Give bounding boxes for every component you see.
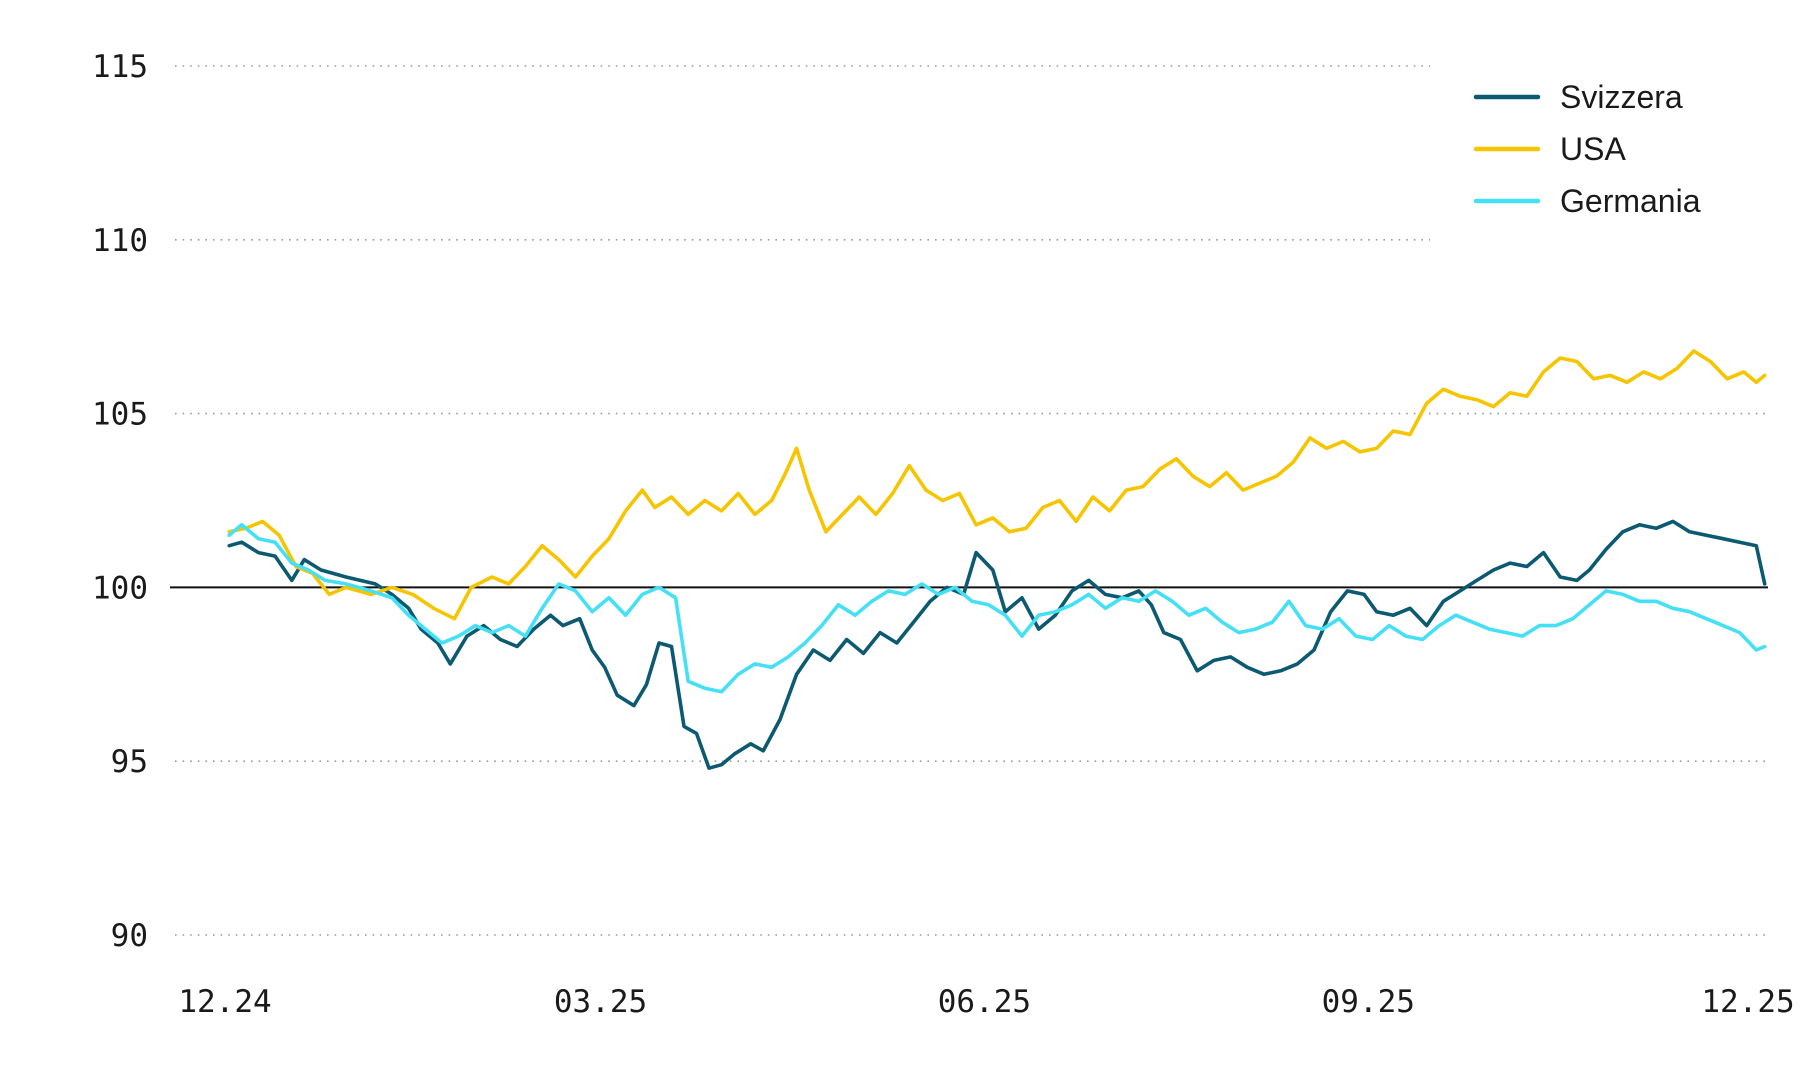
y-tick-label: 90 <box>111 918 148 954</box>
legend-label: USA <box>1560 131 1626 167</box>
x-axis-tick-labels: 12.24 03.25 06.25 09.25 12.25 <box>178 984 1794 1020</box>
grid-lines <box>175 65 1768 936</box>
legend: Svizzera USA Germania <box>1473 79 1701 219</box>
x-tick-label: 03.25 <box>554 984 647 1020</box>
y-tick-label: 115 <box>92 49 148 85</box>
series-lines <box>227 349 1767 770</box>
legend-label: Germania <box>1560 183 1701 219</box>
x-tick-label: 12.24 <box>178 984 271 1020</box>
x-tick-label: 09.25 <box>1322 984 1415 1020</box>
legend-label: Svizzera <box>1560 79 1683 115</box>
y-tick-label: 105 <box>92 397 148 433</box>
y-axis-tick-labels: 90 95 100 105 110 115 <box>92 49 148 954</box>
series-line-svizzera <box>227 519 1767 770</box>
y-tick-label: 95 <box>111 744 148 780</box>
series-line-germania <box>227 523 1767 694</box>
x-tick-label: 12.25 <box>1701 984 1794 1020</box>
x-tick-label: 06.25 <box>938 984 1031 1020</box>
series-line-usa <box>227 349 1767 621</box>
y-tick-label: 110 <box>92 223 148 259</box>
y-tick-label: 100 <box>92 570 148 606</box>
